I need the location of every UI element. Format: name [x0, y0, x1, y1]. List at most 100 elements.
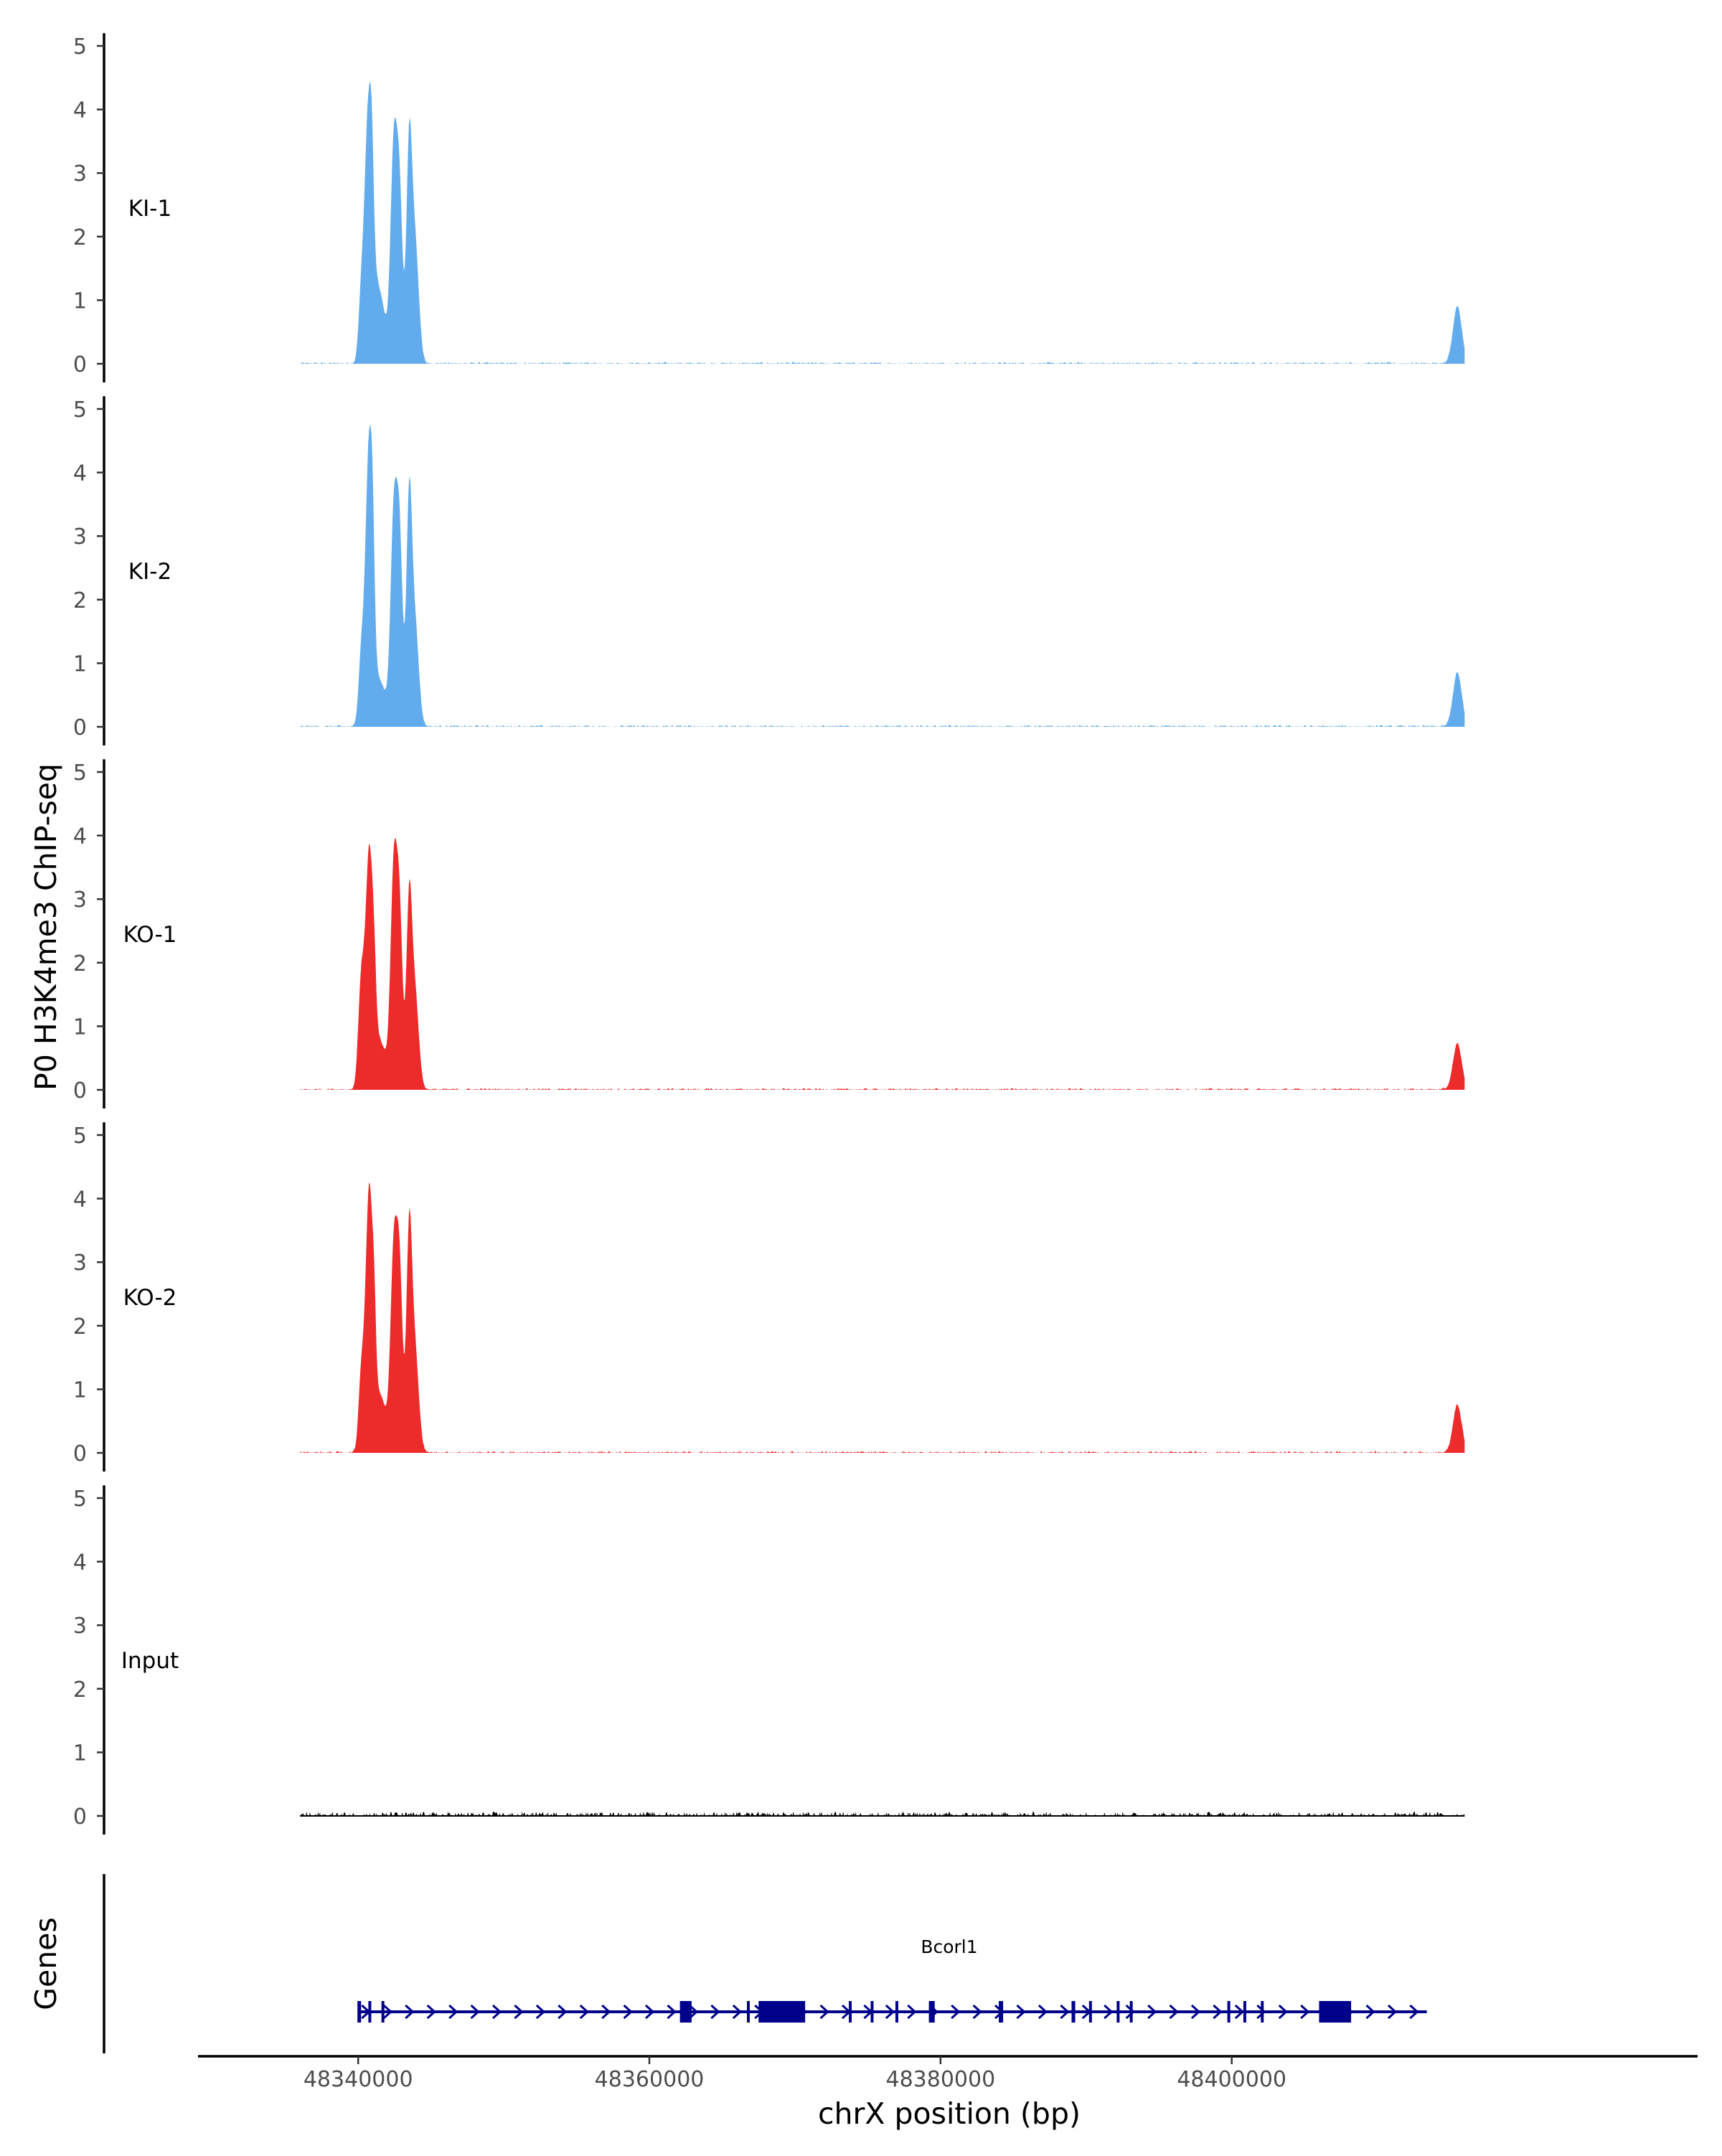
y-tick-label: 3 [73, 1251, 87, 1276]
x-tick-label: 48340000 [304, 2067, 413, 2092]
exon [679, 2001, 692, 2023]
y-tick-label: 2 [73, 1314, 87, 1340]
y-tick-label: 2 [73, 225, 87, 250]
strand-arrow [1147, 2004, 1157, 2020]
exon [357, 2001, 362, 2023]
signal-area-ki-2 [300, 425, 1465, 727]
exon [1129, 2001, 1133, 2023]
strand-arrow [1365, 2004, 1375, 2020]
y-tick-label: 1 [73, 1015, 87, 1040]
x-tick-label: 48360000 [595, 2067, 705, 2092]
strand-arrow [557, 2004, 568, 2020]
strand-arrow [579, 2004, 589, 2020]
track-label: KO-2 [123, 1285, 177, 1311]
strand-arrow [623, 2004, 633, 2020]
strand-arrow [972, 2004, 982, 2020]
strand-arrow [1278, 2004, 1288, 2020]
track-label: KI-1 [128, 196, 171, 222]
strand-arrow [382, 2004, 393, 2020]
track-label: KO-1 [123, 922, 177, 948]
y-tick-label: 3 [73, 1614, 87, 1639]
strand-arrow [535, 2004, 546, 2020]
y-tick-label: 5 [73, 397, 87, 423]
exon [849, 2001, 852, 2023]
y-tick-label: 1 [73, 1378, 87, 1403]
exon [1243, 2001, 1246, 2023]
strand-arrow [688, 2004, 699, 2020]
exon [870, 2001, 874, 2023]
strand-arrow [819, 2004, 829, 2020]
signal-area-ko-1 [300, 838, 1465, 1090]
gene-bcorl1 [357, 2001, 1427, 2023]
exon [928, 2001, 935, 2023]
strand-arrow [1104, 2004, 1114, 2020]
track-input: 0 1 2 3 4 5 Input [73, 1485, 1465, 1835]
strand-arrow [1125, 2004, 1135, 2020]
strand-arrow [1038, 2004, 1048, 2020]
strand-arrow [1169, 2004, 1179, 2020]
strand-arrow [1234, 2004, 1245, 2020]
strand-arrow [1256, 2004, 1266, 2020]
exon [1319, 2001, 1352, 2023]
x-tick-label: 48400000 [1177, 2067, 1286, 2092]
y-tick-label: 0 [73, 1804, 87, 1830]
y-tick-label: 4 [73, 1187, 87, 1213]
y-tick-label: 1 [73, 288, 87, 314]
y-tick-label: 3 [73, 524, 87, 550]
x-tick-label: 48380000 [886, 2067, 996, 2092]
y-tick-label: 1 [73, 651, 87, 677]
strand-arrow [1060, 2004, 1070, 2020]
track-ki-1: 0 1 2 3 4 5 KI-1 [73, 33, 1465, 382]
exon [758, 2001, 806, 2023]
exon [1116, 2001, 1120, 2023]
track-label: Input [121, 1648, 179, 1674]
exon [1088, 2001, 1092, 2023]
strand-arrow [405, 2004, 415, 2020]
y-tick-label: 4 [73, 824, 87, 849]
y-tick-label: 5 [73, 1487, 87, 1512]
track-ko-1: 0 1 2 3 4 5 KO-1 [73, 759, 1465, 1108]
strand-arrow [1300, 2004, 1310, 2020]
signal-area-input [300, 1811, 1465, 1816]
strand-arrow [1213, 2004, 1223, 2020]
strand-arrow [1409, 2004, 1419, 2020]
strand-arrow [514, 2004, 524, 2020]
strand-arrow [601, 2004, 611, 2020]
track-ki-2: 0 1 2 3 4 5 KI-2 [73, 396, 1465, 745]
genes-track-label: Genes [29, 1917, 63, 2010]
y-axis-title: P0 H3K4me3 ChIP-seq [29, 763, 63, 1091]
y-tick-label: 5 [73, 1124, 87, 1149]
track-label: KI-2 [128, 559, 171, 585]
exon [746, 2001, 750, 2023]
gene-name-label: Bcorl1 [921, 1936, 977, 1957]
y-tick-label: 0 [73, 1441, 87, 1467]
y-tick-label: 5 [73, 761, 87, 786]
y-tick-label: 2 [73, 588, 87, 613]
strand-arrow [732, 2004, 743, 2020]
exon [999, 2001, 1004, 2023]
exon [381, 2001, 385, 2023]
y-tick-label: 5 [73, 34, 87, 60]
y-tick-label: 0 [73, 352, 87, 377]
y-tick-label: 0 [73, 1078, 87, 1103]
signal-area-ki-1 [300, 81, 1465, 364]
strand-arrow [667, 2004, 677, 2020]
exon [368, 2001, 372, 2023]
y-tick-label: 1 [73, 1741, 87, 1766]
exon [1071, 2001, 1076, 2023]
strand-arrow [710, 2004, 720, 2020]
strand-arrow [491, 2004, 502, 2020]
strand-arrow [470, 2004, 480, 2020]
strand-arrow [907, 2004, 917, 2020]
strand-arrow [426, 2004, 436, 2020]
y-tick-label: 0 [73, 715, 87, 740]
track-ko-2: 0 1 2 3 4 5 KO-2 [73, 1122, 1465, 1472]
exon [1227, 2001, 1231, 2023]
strand-arrow [1016, 2004, 1026, 2020]
strand-arrow [885, 2004, 895, 2020]
strand-arrow [645, 2004, 655, 2020]
exon [1261, 2001, 1264, 2023]
y-tick-label: 2 [73, 1677, 87, 1703]
